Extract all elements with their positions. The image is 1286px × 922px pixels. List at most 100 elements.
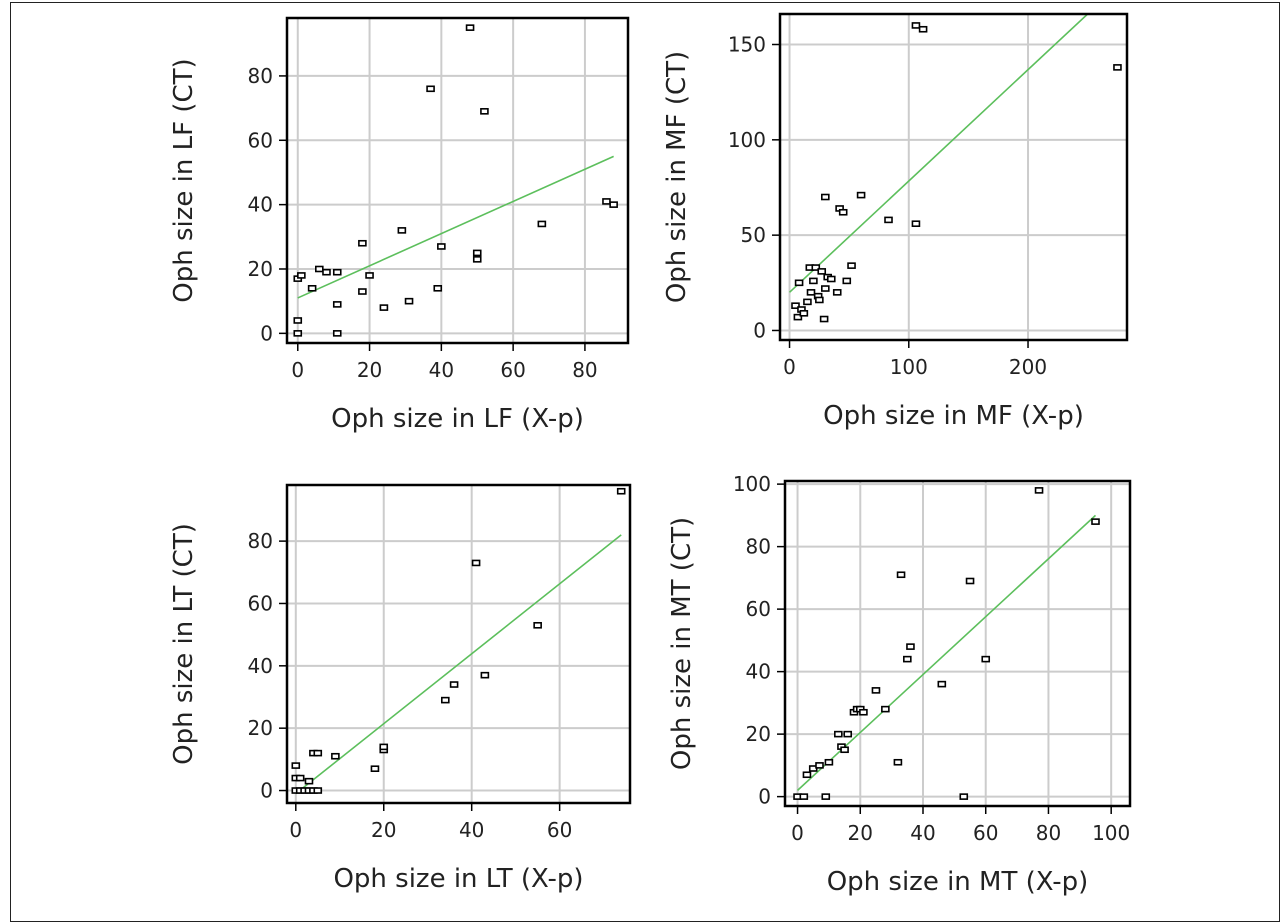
- data-point-16: [441, 696, 450, 704]
- x-tick-label-5: 100: [1092, 821, 1130, 845]
- data-point-9: [332, 330, 342, 337]
- y-tick-label-1: 20: [746, 722, 771, 746]
- x-tick-label-2: 40: [910, 821, 935, 845]
- data-point-5: [803, 298, 812, 306]
- data-point-4: [307, 284, 317, 292]
- x-tick-label-1: 20: [848, 821, 873, 845]
- data-point-22: [847, 262, 856, 269]
- data-point-15: [404, 297, 414, 305]
- x-tick-label-0: 0: [791, 821, 804, 845]
- x-axis-title: Oph size in LT (X-p): [333, 864, 583, 894]
- data-point-3: [295, 774, 305, 782]
- y-tick-label-3: 60: [248, 128, 273, 152]
- data-point-10: [313, 749, 323, 757]
- x-tick-label-4: 80: [1036, 821, 1061, 845]
- data-point-3: [293, 330, 303, 337]
- data-point-11: [313, 787, 323, 794]
- data-point-8: [332, 301, 342, 308]
- data-point-15: [379, 743, 389, 751]
- y-tick-label-1: 50: [741, 223, 766, 247]
- data-point-21: [616, 487, 626, 495]
- data-point-16: [881, 705, 890, 713]
- data-point-10: [358, 239, 367, 247]
- plot-frame: [285, 16, 630, 345]
- y-tick-label-3: 60: [248, 591, 273, 615]
- data-point-19: [480, 671, 490, 679]
- data-point-21: [937, 680, 947, 688]
- plot-frame: [783, 479, 1132, 808]
- y-tick-label-4: 80: [248, 64, 273, 88]
- data-point-7: [332, 268, 342, 276]
- data-point-26: [1091, 518, 1100, 525]
- data-point-2: [293, 317, 303, 324]
- data-point-4: [815, 762, 824, 769]
- data-point-0: [791, 302, 800, 309]
- data-point-13: [370, 765, 380, 773]
- y-tick-label-1: 20: [248, 716, 273, 740]
- data-point-12: [817, 268, 827, 275]
- data-point-27: [918, 25, 928, 33]
- data-point-24: [981, 655, 991, 663]
- data-point-23: [856, 191, 866, 199]
- data-point-8: [809, 277, 818, 285]
- x-tick-label-1: 20: [371, 818, 396, 842]
- y-axis-title: Oph size in MF (CT): [662, 51, 692, 303]
- data-point-14: [821, 193, 830, 201]
- data-point-13: [819, 315, 829, 323]
- data-point-16: [426, 85, 435, 93]
- data-point-12: [331, 752, 340, 760]
- data-point-18: [896, 571, 906, 579]
- data-point-23: [965, 577, 975, 585]
- plot-frame: [285, 483, 632, 805]
- y-axis-title: Oph size in MT (CT): [667, 517, 697, 770]
- data-point-9: [840, 746, 849, 754]
- data-point-17: [826, 275, 836, 283]
- x-tick-label-2: 200: [1009, 355, 1047, 379]
- data-point-1: [793, 313, 803, 321]
- data-point-10: [843, 730, 853, 738]
- data-point-18: [437, 243, 446, 250]
- x-tick-label-0: 0: [291, 358, 304, 382]
- data-point-11: [358, 288, 367, 295]
- y-tick-label-0: 0: [260, 321, 273, 345]
- data-point-14: [859, 708, 868, 716]
- data-point-20: [838, 208, 848, 216]
- x-tick-label-2: 40: [429, 358, 454, 382]
- fit-line: [295, 534, 622, 795]
- data-point-2: [794, 279, 804, 287]
- x-tick-label-0: 0: [289, 818, 302, 842]
- data-point-7: [304, 777, 314, 785]
- x-tick-label-4: 80: [572, 358, 597, 382]
- data-point-1: [297, 272, 306, 279]
- y-tick-label-2: 40: [746, 660, 771, 684]
- x-axis-title: Oph size in LF (X-p): [331, 404, 584, 434]
- data-point-18: [471, 559, 481, 567]
- fit-line: [297, 155, 614, 299]
- fit-line: [788, 14, 1089, 293]
- y-axis-title: Oph size in LT (CT): [169, 523, 199, 765]
- scatter-panel-2: 0 100 200 0 50 100 150 Oph size in MF (X-p) Oph …: [662, 12, 1129, 431]
- data-point-4: [799, 310, 809, 317]
- data-point-1: [799, 793, 809, 800]
- data-point-21: [842, 277, 852, 285]
- y-tick-label-0: 0: [758, 785, 771, 809]
- data-point-28: [1113, 64, 1122, 71]
- x-tick-label-2: 40: [459, 818, 484, 842]
- data-point-26: [911, 220, 921, 228]
- data-point-24: [884, 216, 893, 224]
- data-point-24: [602, 198, 611, 205]
- data-point-25: [609, 201, 618, 208]
- data-point-21: [472, 256, 482, 263]
- data-point-7: [806, 289, 816, 296]
- data-point-5: [821, 793, 831, 800]
- data-point-20: [533, 621, 542, 629]
- data-point-13: [379, 304, 389, 311]
- data-point-23: [537, 220, 547, 228]
- y-tick-label-4: 80: [248, 529, 273, 553]
- x-tick-label-3: 60: [500, 358, 525, 382]
- data-point-22: [959, 793, 969, 800]
- data-point-25: [1034, 487, 1044, 494]
- y-tick-label-2: 40: [248, 193, 273, 217]
- y-tick-label-3: 150: [728, 33, 766, 57]
